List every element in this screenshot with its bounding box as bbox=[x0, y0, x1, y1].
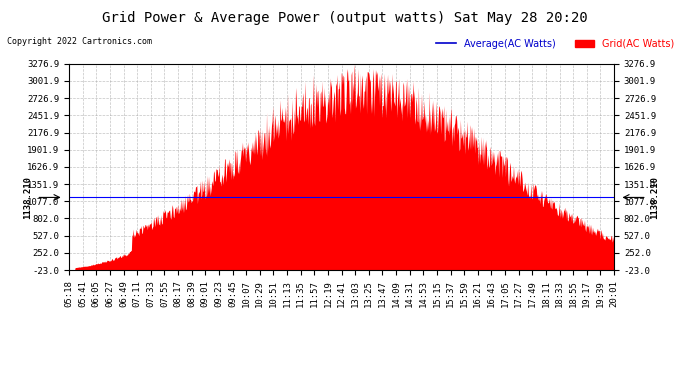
Text: 1138.210: 1138.210 bbox=[23, 176, 32, 219]
Text: Copyright 2022 Cartronics.com: Copyright 2022 Cartronics.com bbox=[7, 38, 152, 46]
Text: Grid Power & Average Power (output watts) Sat May 28 20:20: Grid Power & Average Power (output watts… bbox=[102, 11, 588, 25]
Text: 1138.210: 1138.210 bbox=[651, 176, 660, 219]
Legend: Average(AC Watts), Grid(AC Watts): Average(AC Watts), Grid(AC Watts) bbox=[433, 35, 678, 52]
